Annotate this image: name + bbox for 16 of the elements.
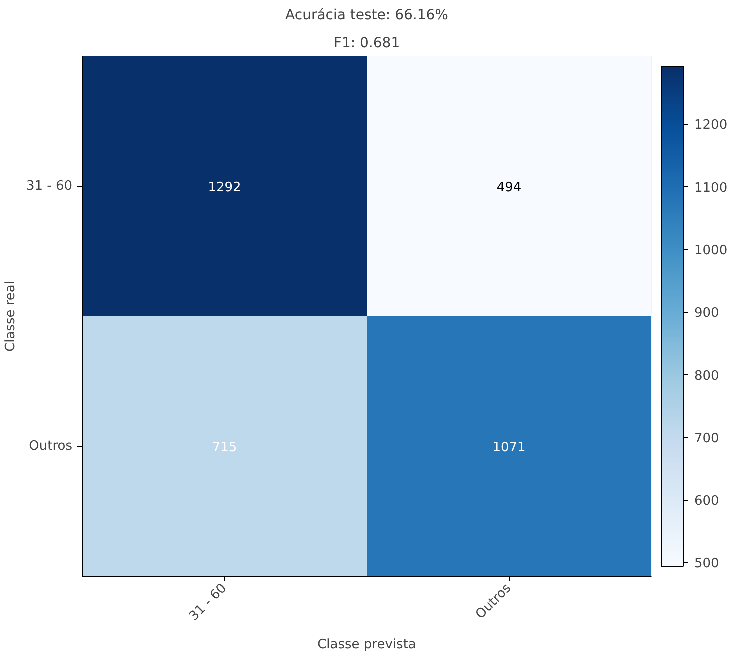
color-bar-label: 900 xyxy=(694,306,720,322)
data-label: 1292 xyxy=(208,180,242,196)
color-bar-label: 800 xyxy=(694,368,720,384)
color-bar-label: 500 xyxy=(694,556,720,572)
chart-title: Acurácia teste: 66.16% xyxy=(286,8,448,24)
chart-subtitle: F1: 0.681 xyxy=(334,36,400,52)
color-bar-label: 700 xyxy=(694,431,720,446)
y-axis-title: Classe real xyxy=(3,281,18,352)
color-bar-label: 1100 xyxy=(694,180,728,196)
color-bar-label: 600 xyxy=(694,494,720,510)
data-label: 715 xyxy=(212,440,238,456)
color-bar-label: 1000 xyxy=(694,243,728,258)
data-label: 1071 xyxy=(492,440,526,456)
data-label: 494 xyxy=(496,180,522,196)
color-bar-label: 1200 xyxy=(694,118,728,134)
x-axis-title: Classe prevista xyxy=(318,638,416,653)
